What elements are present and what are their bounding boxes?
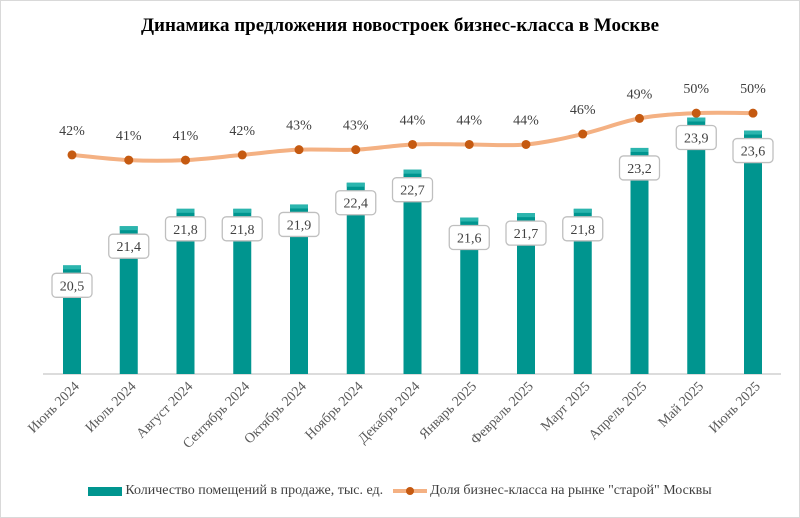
line-marker (521, 139, 531, 149)
line-marker (294, 145, 304, 155)
bar-data-label: 21,7 (514, 227, 539, 242)
bar-cap (460, 217, 479, 222)
bar-data-label-box (51, 272, 93, 298)
bar-data-label-box (505, 220, 547, 246)
line-data-label: 42% (229, 124, 255, 139)
bar (630, 147, 649, 374)
bar-data-label-box (221, 216, 263, 242)
chart-title: Динамика предложения новостроек бизнес-к… (140, 15, 660, 36)
bar-cap (63, 265, 81, 270)
bar-data-label: 23,9 (684, 132, 709, 147)
line-marker (578, 129, 588, 139)
x-tick-label: Июль 2024 (83, 379, 140, 436)
x-tick-label: Март 2025 (538, 379, 593, 434)
legend-item-bars: Количество помещений в продаже, тыс. ед. (88, 483, 383, 499)
bar-cap (687, 117, 706, 122)
bar-data-label-box (732, 137, 774, 164)
line-data-label: 42% (59, 124, 85, 139)
line-data-label: 43% (343, 119, 369, 134)
bar-data-label: 21,8 (230, 223, 255, 238)
line-data-label: 50% (683, 82, 709, 97)
bar-cap (233, 208, 252, 213)
bar-cap (346, 182, 365, 187)
bar-data-label-box (108, 233, 150, 259)
bar-data-label: 21,9 (287, 218, 312, 233)
bar-data-label: 21,6 (457, 232, 482, 247)
bar-data-label-box (618, 155, 661, 181)
bar-data-label: 23,6 (741, 145, 766, 160)
legend-label-line: Доля бизнес-класса на рынке "старой" Мос… (430, 483, 712, 498)
line-marker (237, 150, 247, 160)
line-marker (351, 145, 361, 155)
bar (460, 217, 479, 374)
line-data-label: 41% (173, 129, 199, 144)
line-data-label: 50% (740, 82, 766, 97)
bar (687, 117, 706, 374)
line-marker (67, 150, 77, 160)
line-marker (408, 139, 417, 149)
line-marker (748, 108, 758, 118)
bar-cap (744, 130, 762, 135)
bar (290, 204, 308, 374)
legend-swatch-bar (88, 486, 123, 496)
bar-data-label: 21,8 (173, 223, 198, 238)
bar-cap (630, 147, 649, 152)
line-marker (124, 155, 134, 165)
line-marker (464, 139, 474, 149)
bar-data-label: 20,5 (60, 279, 85, 294)
bar-cap (573, 208, 592, 213)
bar-data-label: 21,8 (571, 223, 596, 238)
bar-data-label-box (448, 224, 490, 251)
line-data-label: 44% (513, 113, 539, 128)
bar-data-label: 22,4 (344, 197, 369, 212)
bar-cap (176, 208, 195, 213)
bar-cap (290, 204, 308, 209)
bar-data-label-box (675, 124, 717, 151)
line-data-label: 49% (627, 87, 653, 102)
bar-data-label: 21,4 (117, 240, 142, 255)
line-marker (181, 155, 190, 165)
bar-data-label-box (164, 216, 207, 242)
x-tick-label: Июнь 2025 (707, 379, 764, 436)
bar (233, 208, 252, 374)
line-data-label: 43% (286, 119, 312, 134)
bar-data-label: 22,7 (400, 184, 425, 199)
bar (403, 169, 422, 374)
bar-data-label-box (562, 216, 604, 242)
bar-cap (517, 213, 535, 218)
legend-label-bars: Количество помещений в продаже, тыс. ед. (125, 483, 384, 498)
x-tick-label: Ноябрь 2024 (303, 379, 367, 443)
bar (119, 226, 138, 374)
line-marker (635, 113, 644, 123)
x-tick-label: Июнь 2024 (26, 379, 83, 436)
x-tick-label: Апрель 2025 (586, 379, 650, 443)
bar-data-label-box (391, 177, 434, 203)
x-tick-label: Январь 2025 (417, 379, 480, 442)
bar (176, 208, 195, 374)
bar-cap (119, 226, 138, 231)
bar (573, 208, 592, 374)
line-marker (691, 108, 701, 118)
legend: Количество помещений в продаже, тыс. ед.… (1, 483, 799, 499)
x-tick-label: Май 2025 (656, 379, 707, 430)
bar-cap (403, 169, 422, 174)
bar-data-label-box (335, 190, 377, 216)
x-tick-label: Август 2024 (134, 379, 196, 441)
bar (744, 130, 762, 374)
legend-swatch-line (393, 486, 428, 496)
bar-data-label: 23,2 (627, 162, 652, 177)
legend-item-line: Доля бизнес-класса на рынке "старой" Мос… (393, 483, 712, 499)
line-data-label: 46% (570, 103, 596, 118)
line-data-label: 41% (116, 129, 142, 144)
bar (517, 213, 535, 374)
bar-data-label-box (278, 211, 320, 238)
line-data-label: 44% (456, 113, 482, 128)
line-data-label: 44% (400, 113, 426, 128)
bar (346, 182, 365, 374)
